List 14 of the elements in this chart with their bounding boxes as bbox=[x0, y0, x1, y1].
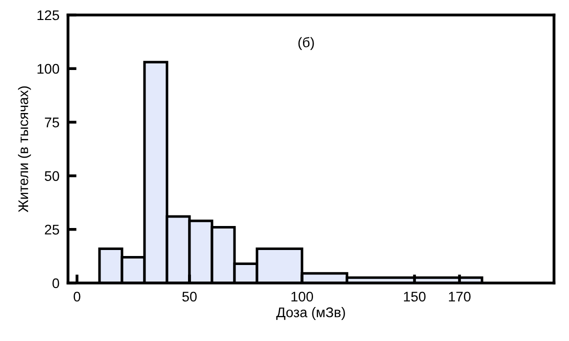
x-tick-label: 100 bbox=[291, 292, 314, 302]
y-tick-label: 50 bbox=[44, 171, 60, 181]
y-axis-title: Жители (в тысячах) bbox=[18, 86, 31, 212]
x-tick-label: 50 bbox=[182, 292, 197, 302]
annotation: (б) bbox=[298, 36, 314, 50]
y-tick-label: 125 bbox=[38, 10, 60, 20]
x-tick-label: 0 bbox=[74, 292, 80, 302]
x-tick-label: 150 bbox=[404, 292, 426, 302]
x-tick-label: 170 bbox=[448, 292, 471, 302]
y-tick-label: 75 bbox=[44, 118, 60, 128]
y-tick-label: 0 bbox=[52, 278, 60, 288]
y-tick-label: 25 bbox=[44, 224, 60, 235]
x-axis-title: Доза (мЗв) bbox=[276, 307, 345, 320]
y-tick-label: 100 bbox=[38, 64, 60, 74]
